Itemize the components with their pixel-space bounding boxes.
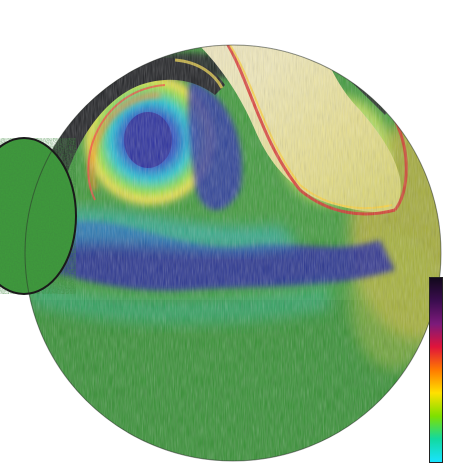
colorbar-legend bbox=[429, 277, 443, 463]
disk-rim bbox=[24, 44, 442, 462]
cylinder-obstacle bbox=[0, 137, 77, 295]
